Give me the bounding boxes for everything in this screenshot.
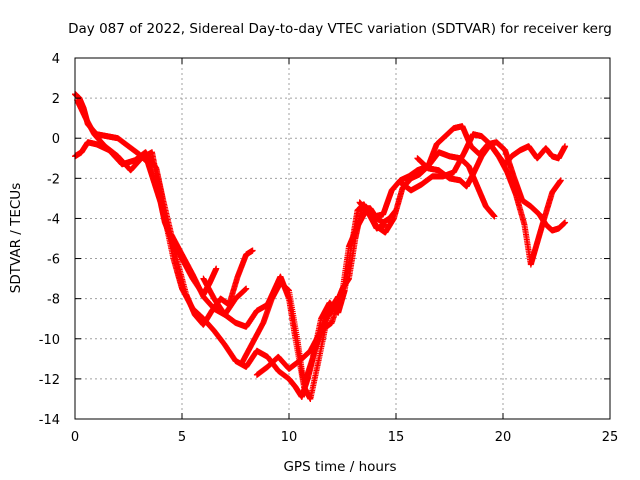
plus-marker [243, 285, 250, 292]
plus-marker [213, 265, 220, 272]
plus-marker [249, 247, 256, 254]
data-series [72, 139, 250, 318]
data-series [238, 201, 389, 388]
chart-title: Day 087 of 2022, Sidereal Day-to-day VTE… [68, 21, 612, 37]
data-series [74, 97, 256, 328]
data-points [72, 91, 569, 402]
data-series [72, 91, 220, 298]
grid [75, 58, 610, 419]
